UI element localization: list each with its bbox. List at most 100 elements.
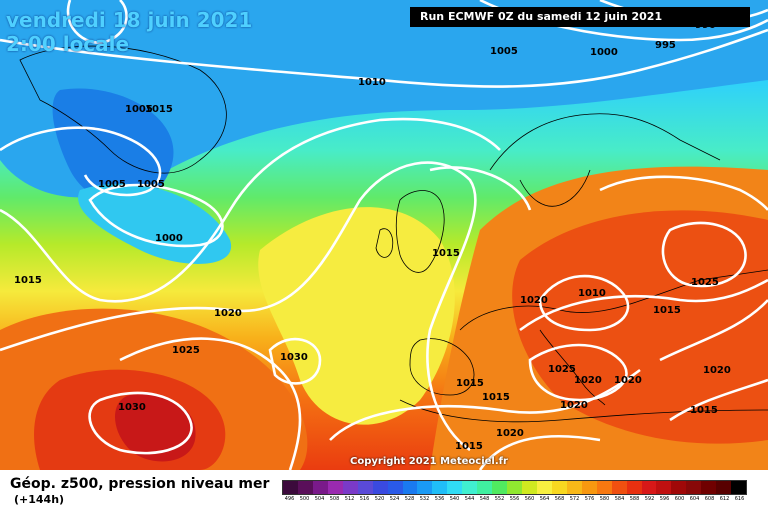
- color-scale-value: 512: [344, 496, 355, 502]
- color-scale-value: 564: [539, 496, 550, 502]
- isobar-label: 1025: [691, 277, 719, 288]
- color-scale-value: 560: [524, 496, 535, 502]
- model-run-label: Run ECMWF 0Z du samedi 12 juin 2021: [410, 7, 750, 27]
- isobar-label: 1025: [548, 364, 576, 375]
- forecast-hour: (+144h): [14, 493, 65, 506]
- color-scale-swatch: [342, 481, 358, 494]
- isobar-labels: 1015 1010 1005 1000 995 990 1005 1015 10…: [14, 20, 731, 452]
- yellow-ridge: [258, 207, 455, 425]
- isobar-label: 1015: [145, 104, 173, 115]
- color-scale-swatch: [551, 481, 567, 494]
- color-scale-value: 496: [284, 496, 295, 502]
- isobar-label: 1020: [574, 375, 602, 386]
- isobar-label: 1020: [703, 365, 731, 376]
- color-scale-swatch: [507, 481, 522, 494]
- color-scale-swatch: [716, 481, 732, 494]
- color-scale-value: 608: [704, 496, 715, 502]
- color-scale-swatch: [641, 481, 657, 494]
- isobar-label: 1015: [482, 392, 510, 403]
- map-title: Géop. z500, pression niveau mer: [10, 476, 270, 492]
- color-scale-value: 604: [689, 496, 700, 502]
- isobar-label: 1015: [14, 275, 42, 286]
- color-scale-swatch: [447, 481, 463, 494]
- color-scale-swatch: [611, 481, 627, 494]
- color-scale-swatch: [297, 481, 313, 494]
- color-scale-value: 532: [419, 496, 430, 502]
- color-scale-value: 592: [644, 496, 655, 502]
- color-scale-swatch: [357, 481, 373, 494]
- copyright-text: Copyright 2021 Meteociel.fr: [350, 456, 508, 467]
- color-scale-swatch: [731, 481, 747, 494]
- color-scale-value: 536: [434, 496, 445, 502]
- isobar-label: 1020: [520, 295, 548, 306]
- isobar-label: 1015: [690, 405, 718, 416]
- local-time: 2:00 locale: [6, 32, 130, 56]
- color-scale-swatch: [686, 481, 702, 494]
- color-scale-swatch: [581, 481, 597, 494]
- isobar-label: 1020: [614, 375, 642, 386]
- isobar-label: 1015: [455, 441, 483, 452]
- isobar-label: 1000: [590, 47, 618, 58]
- isobar-label: 1015: [432, 248, 460, 259]
- color-scale-value: 576: [584, 496, 595, 502]
- color-scale-swatch: [312, 481, 328, 494]
- isobar-label: 1015: [456, 378, 484, 389]
- color-scale-swatch: [671, 481, 687, 494]
- color-scale-swatch: [402, 481, 418, 494]
- hot-core-southwest: [115, 394, 196, 462]
- color-scale-swatch: [656, 481, 672, 494]
- color-scale-value: 524: [389, 496, 400, 502]
- isobar-label: 1005: [125, 104, 153, 115]
- cold-trough-atlantic: [78, 183, 232, 264]
- color-scale-value: 612: [719, 496, 730, 502]
- color-scale-value: 516: [359, 496, 370, 502]
- color-scale-value: 540: [449, 496, 460, 502]
- forecast-map: 1015 1010 1005 1000 995 990 1005 1015 10…: [0, 0, 768, 470]
- isobar-label: 1010: [578, 288, 606, 299]
- cold-low-greenland: [52, 88, 174, 204]
- color-scale-value: 572: [569, 496, 580, 502]
- isobar-label: 1020: [560, 400, 588, 411]
- isobar-label: 1000: [155, 233, 183, 244]
- color-scale-swatch: [701, 481, 717, 494]
- isobar-label: 1005: [137, 179, 165, 190]
- isobar-label: 1005: [98, 179, 126, 190]
- color-scale-value: 504: [314, 496, 325, 502]
- coastlines: [19, 45, 768, 423]
- color-scale-swatch: [432, 481, 448, 494]
- color-scale-swatch: [566, 481, 582, 494]
- color-scale-swatch: [387, 481, 403, 494]
- isobar-label: 995: [655, 40, 676, 51]
- color-scale-value: 544: [464, 496, 475, 502]
- hot-region-east: [512, 210, 768, 444]
- color-scale-value: 596: [659, 496, 670, 502]
- color-scale-value: 600: [674, 496, 685, 502]
- color-scale-value: 556: [509, 496, 520, 502]
- color-scale-labels: 496 500 504 508 512 516 520 524 528 532 536 540 544 5…: [282, 496, 747, 502]
- color-scale-swatch: [522, 481, 537, 494]
- forecast-date: vendredi 18 juin 2021: [6, 8, 253, 32]
- isobar-label: 1020: [214, 308, 242, 319]
- color-scale-value: 500: [299, 496, 310, 502]
- color-scale-swatch: [536, 481, 552, 494]
- isobars: [0, 0, 768, 470]
- color-scale-value: 508: [329, 496, 340, 502]
- color-scale-value: 520: [374, 496, 385, 502]
- color-scale-value: 616: [734, 496, 745, 502]
- isobar-label: 1025: [172, 345, 200, 356]
- isobar-label: 1020: [496, 428, 524, 439]
- isobar-label: 1005: [490, 46, 518, 57]
- color-scale-value: 580: [599, 496, 610, 502]
- color-scale: [282, 480, 747, 495]
- color-scale-swatch: [417, 481, 433, 494]
- color-scale-swatch: [372, 481, 388, 494]
- color-scale-swatch: [462, 481, 478, 494]
- color-scale-value: 528: [404, 496, 415, 502]
- color-scale-swatch: [283, 481, 298, 494]
- isobar-label: 1010: [358, 77, 386, 88]
- color-scale-swatch: [492, 481, 508, 494]
- color-scale-value: 568: [554, 496, 565, 502]
- color-scale-swatch: [477, 481, 493, 494]
- color-scale-value: 588: [629, 496, 640, 502]
